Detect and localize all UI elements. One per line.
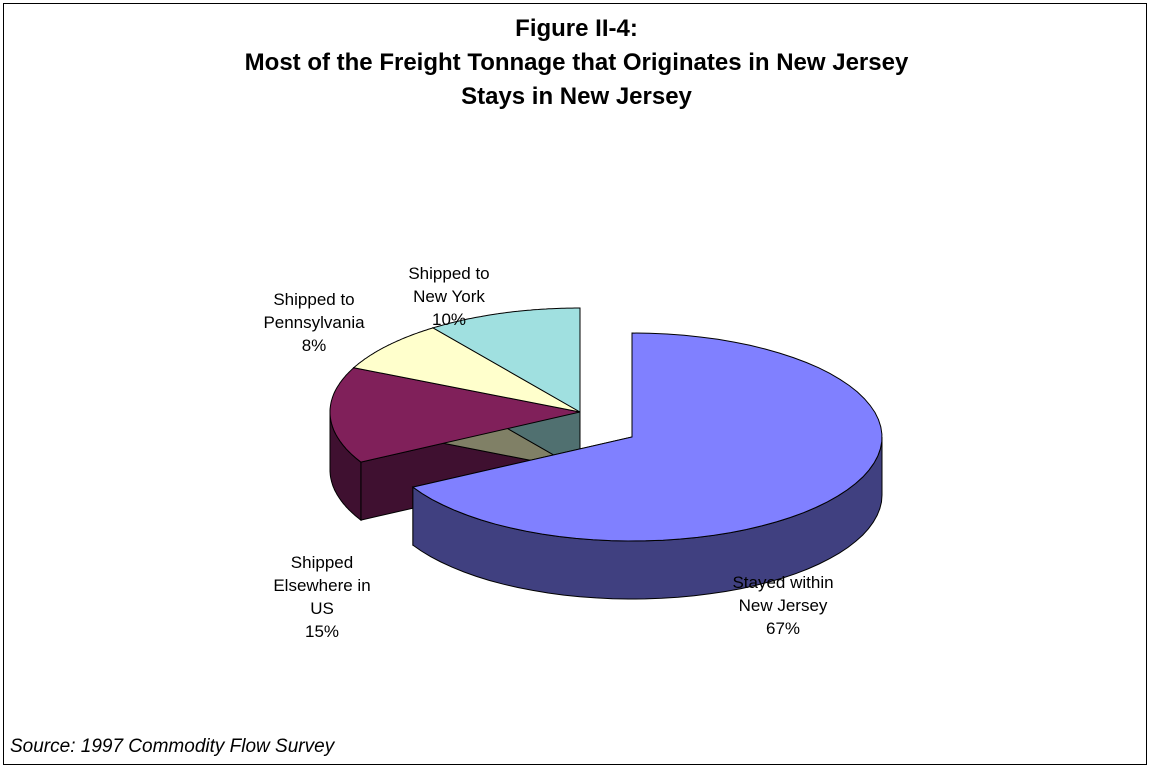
chart-title: Figure II-4: Most of the Freight Tonnage… (0, 12, 1153, 114)
pie-label-3: Shipped to New York 10% (408, 264, 489, 329)
pie-label-2: Shipped to Pennsylvania 8% (263, 290, 365, 355)
pie-label-line-2-1: Pennsylvania (263, 313, 365, 332)
pie-label-1: Shipped Elsewhere in US 15% (273, 553, 370, 641)
pie-value-label-1: 15% (305, 622, 339, 641)
chart-title-line-2: Most of the Freight Tonnage that Origina… (244, 49, 909, 76)
pie-label-line-1-0: Shipped (291, 553, 353, 572)
pie-label-line-1-2: US (310, 599, 334, 618)
pie-labels: Stayed within New Jersey 67% Shipped Elsewhe… (263, 264, 833, 641)
pie-slices (329, 307, 883, 542)
pie-slice-1 (329, 367, 581, 463)
pie-slice-2 (352, 327, 581, 413)
pie-value-label-2: 8% (302, 336, 327, 355)
chart-title-line-1: Figure II-4: (515, 15, 638, 42)
pie-label-line-3-1: New York (413, 287, 485, 306)
pie-slice-3 (431, 307, 581, 413)
pie-label-line-0-0: Stayed within (732, 573, 833, 592)
pie-value-label-0: 67% (766, 619, 800, 638)
chart-title-line-3: Stays in New Jersey (461, 83, 692, 110)
pie-label-line-2-0: Shipped to (273, 290, 354, 309)
pie-label-line-0-1: New Jersey (739, 596, 828, 615)
chart-frame (3, 3, 1147, 765)
pie-value-label-3: 10% (432, 310, 466, 329)
source-note: Source: 1997 Commodity Flow Survey (10, 736, 335, 757)
pie-label-line-3-0: Shipped to (408, 264, 489, 283)
pie-label-0: Stayed within New Jersey 67% (732, 573, 833, 638)
pie-slice-0 (411, 332, 883, 542)
pie-label-line-1-1: Elsewhere in (273, 576, 370, 595)
